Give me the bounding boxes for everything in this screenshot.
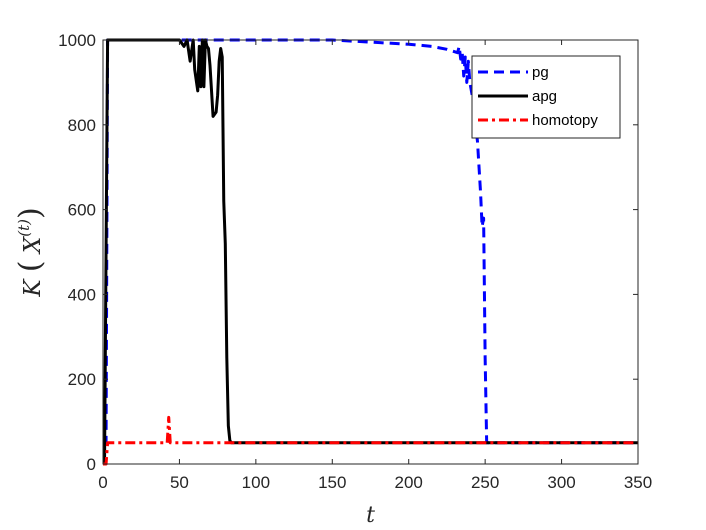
y-tick-label: 0 (87, 455, 96, 474)
y-tick-label: 400 (68, 285, 96, 304)
plot-frame (102, 39, 639, 465)
y-tick-label: 200 (68, 370, 96, 389)
series-line-apg (103, 38, 638, 466)
y-axis-label: K ( X(t)) (13, 207, 48, 297)
y-tick-label: 600 (68, 201, 96, 220)
y-tick-label: 1000 (58, 31, 96, 50)
y-axis-label-text: K ( X(t)) (13, 207, 48, 297)
x-tick-label: 350 (624, 473, 652, 492)
series-line-homotopy (103, 415, 638, 466)
ticks-layer: 0 50 100 150 200 250 300 350 0 200 400 600 800 1000 (58, 31, 652, 492)
x-tick-label: 50 (170, 473, 189, 492)
x-tick-label: 300 (547, 473, 575, 492)
x-tick-label: 250 (471, 473, 499, 492)
legend-label-pg: pg (532, 64, 549, 81)
y-tick-label: 800 (68, 116, 96, 135)
legend: pg apg homotopy (471, 55, 621, 139)
axes-layer (102, 39, 639, 465)
x-axis-label: t (366, 503, 375, 528)
legend-label-apg: apg (532, 88, 557, 105)
x-tick-label: 150 (318, 473, 346, 492)
x-tick-label: 200 (395, 473, 423, 492)
legend-label-homotopy: homotopy (532, 112, 598, 129)
x-tick-label: 100 (242, 473, 270, 492)
x-tick-label: 0 (98, 473, 107, 492)
